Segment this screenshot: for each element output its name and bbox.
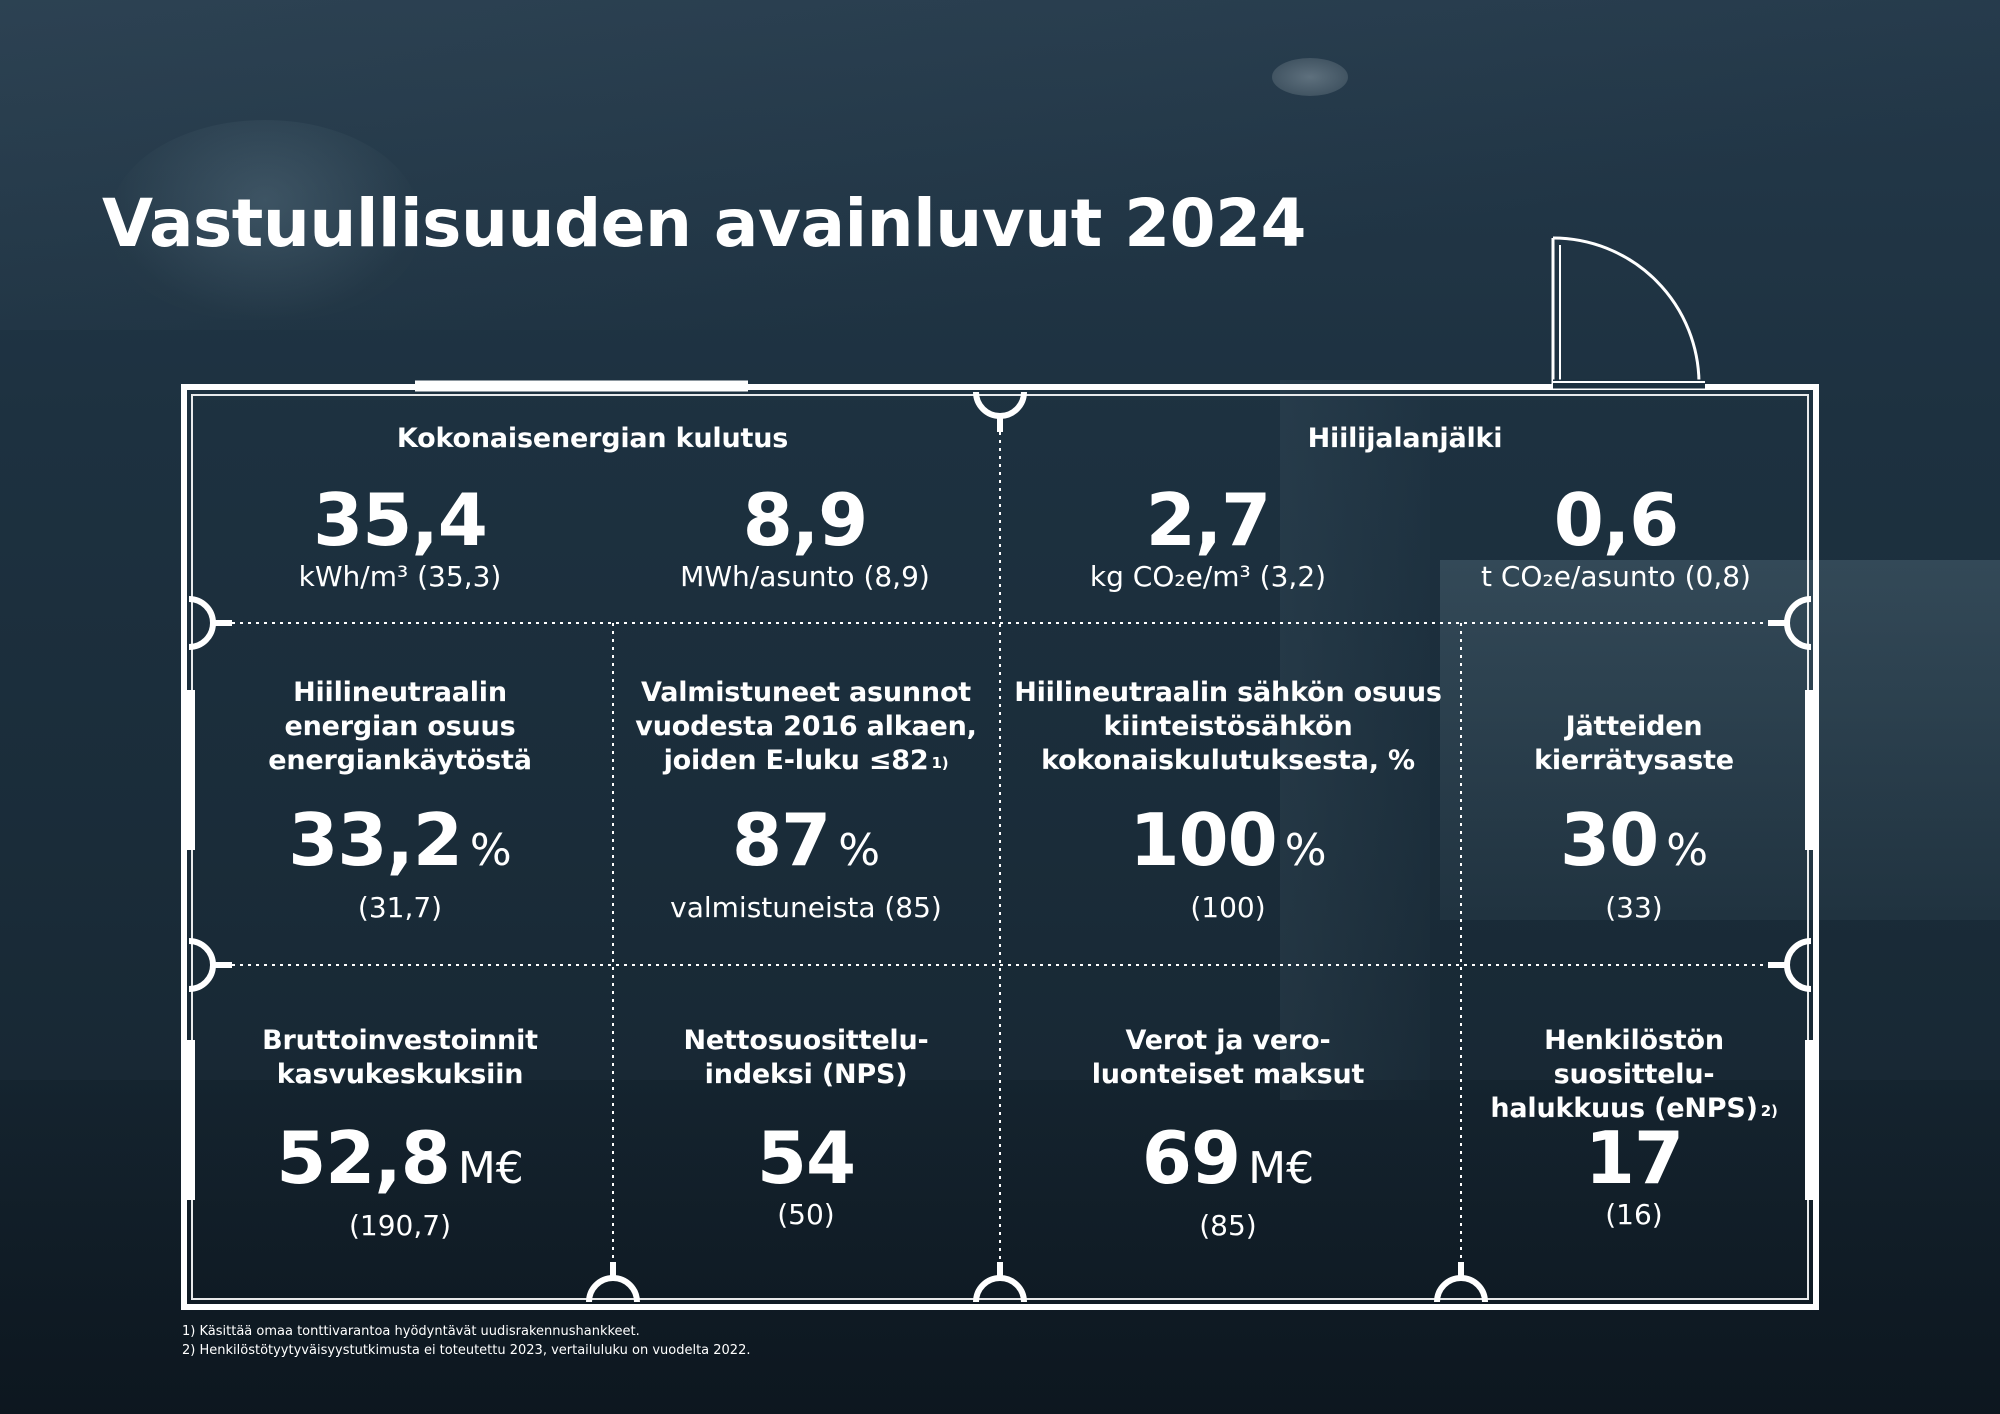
metric-value: 54 (756, 1116, 856, 1200)
section-title-energy: Kokonaisenergian kulutus (396, 423, 789, 454)
metric-carbon-neutral-energy-values: 33,2% (31,7) (235, 800, 565, 925)
metric-label: Hiilineutraalin sähkön osuus kiinteistösä… (1014, 677, 1442, 776)
metric-sub: (50) (777, 1198, 835, 1231)
section-title-carbon: Hiilijalanjälki (1307, 423, 1503, 454)
metric-sub: (100) (1190, 891, 1266, 924)
metric-value: 33,2% (288, 798, 512, 882)
metric-energy-per-apartment: 8,9 MWh/asunto (8,9) (655, 480, 955, 594)
metric-label: Nettosuosittelu-indeksi (NPS) (683, 1025, 929, 1090)
metric-label: Jätteiden kierrätysaste (1534, 711, 1734, 776)
metric-sub: (16) (1605, 1198, 1663, 1231)
metric-value: 69 M€ (1141, 1116, 1315, 1200)
metric-enps: Henkilöstön suosittelu-halukkuus (eNPS) 2… (1464, 1024, 1804, 1126)
metric-sub: kg CO₂e/m³ (3,2) (1089, 560, 1327, 593)
metric-waste-recycling-values: 30% (33) (1464, 800, 1804, 925)
metric-taxes: Verot ja vero-luonteiset maksut (1003, 1024, 1453, 1092)
metric-nps-values: 54 (50) (616, 1118, 996, 1232)
metric-value: 0,6 (1553, 478, 1680, 562)
metric-sub: t CO₂e/asunto (0,8) (1481, 560, 1751, 593)
page-title: Vastuullisuuden avainluvut 2024 (102, 185, 1306, 262)
metric-sub: (33) (1605, 891, 1663, 924)
metric-carbon-neutral-electricity: Hiilineutraalin sähkön osuus kiinteistösä… (1003, 676, 1453, 778)
metric-sub: MWh/asunto (8,9) (680, 560, 930, 593)
metric-enps-values: 17 (16) (1464, 1118, 1804, 1232)
footnote-ref: 1) (931, 754, 949, 772)
metric-sub: valmistuneista (85) (670, 891, 942, 924)
metric-label: Henkilöstön suosittelu-halukkuus (eNPS) 2… (1490, 1025, 1778, 1124)
metric-value: 52,8 M€ (276, 1116, 524, 1200)
metric-label: Valmistuneet asunnot vuodesta 2016 alkaen… (635, 677, 977, 776)
metric-label: Verot ja vero-luonteiset maksut (1091, 1025, 1365, 1090)
metric-carbon-per-apartment: 0,6 t CO₂e/asunto (0,8) (1466, 480, 1766, 594)
footnote-1: 1) Käsittää omaa tonttivarantoa hyödyntä… (182, 1324, 640, 1339)
metric-energy-per-m3: 35,4 kWh/m³ (35,3) (250, 480, 550, 594)
metric-carbon-per-m3: 2,7 kg CO₂e/m³ (3,2) (1058, 480, 1358, 594)
footnote-2: 2) Henkilöstötyytyväisyystutkimusta ei t… (182, 1343, 751, 1358)
metric-label: Hiilineutraalin energian osuus energiankäy… (268, 677, 532, 776)
metric-label: Bruttoinvestoinnit kasvukeskuksiin (262, 1025, 538, 1090)
metric-sub: (190,7) (348, 1209, 451, 1242)
metric-value: 8,9 (742, 478, 869, 562)
metric-carbon-neutral-electricity-values: 100% (100) (1003, 800, 1453, 925)
metric-e-rating-apartments: Valmistuneet asunnot vuodesta 2016 alkaen… (616, 676, 996, 778)
footnotes: 1) Käsittää omaa tonttivarantoa hyödyntä… (182, 1322, 750, 1360)
metric-nps: Nettosuosittelu-indeksi (NPS) (616, 1024, 996, 1092)
metric-sub: kWh/m³ (35,3) (298, 560, 502, 593)
metric-value: 2,7 (1145, 478, 1272, 562)
metric-waste-recycling: Jätteiden kierrätysaste (1464, 710, 1804, 778)
metric-gross-investments-values: 52,8 M€ (190,7) (235, 1118, 565, 1243)
metric-carbon-neutral-energy: Hiilineutraalin energian osuus energiankäy… (235, 676, 565, 778)
metric-value: 35,4 (313, 478, 488, 562)
metric-sub: (85) (1199, 1209, 1257, 1242)
metric-sub: (31,7) (357, 891, 443, 924)
metric-value: 30% (1559, 798, 1708, 882)
metric-taxes-values: 69 M€ (85) (1003, 1118, 1453, 1243)
metric-value: 17 (1584, 1116, 1684, 1200)
metric-value: 100% (1129, 798, 1327, 882)
door-swing-arc (1552, 236, 1701, 385)
metric-e-rating-apartments-values: 87% valmistuneista (85) (616, 800, 996, 925)
footnote-ref: 2) (1760, 1102, 1778, 1120)
metric-gross-investments: Bruttoinvestoinnit kasvukeskuksiin (235, 1024, 565, 1092)
metric-value: 87% (731, 798, 880, 882)
frame-outer-wall (181, 384, 1819, 1310)
